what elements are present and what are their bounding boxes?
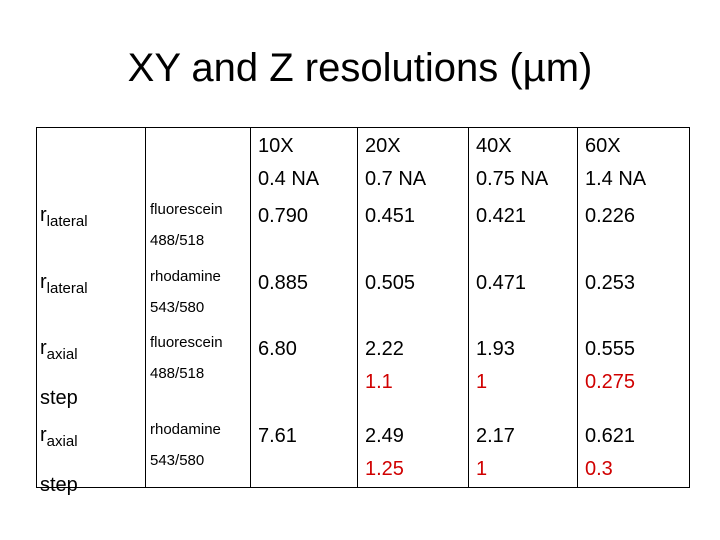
symbol: r <box>40 271 47 293</box>
table <box>36 127 690 488</box>
value: 0.555 <box>585 338 636 360</box>
header-text: 20X <box>365 135 401 157</box>
column-divider <box>145 127 146 488</box>
column-divider <box>250 127 251 488</box>
value: 0.253 <box>585 272 636 294</box>
value: 0.885 <box>258 272 309 294</box>
column-divider <box>577 127 578 488</box>
symbol: r <box>40 424 47 446</box>
value: 0.790 <box>258 205 309 227</box>
subscript: lateral <box>46 280 88 297</box>
value: 0.226 <box>585 205 636 227</box>
dye: rhodamine <box>150 421 221 438</box>
subscript: axial <box>46 433 78 450</box>
value: 1.93 <box>476 338 515 360</box>
symbol: r <box>40 204 47 226</box>
value: 0.421 <box>476 205 527 227</box>
value: 0.471 <box>476 272 527 294</box>
row-label: rlateral <box>40 203 88 234</box>
value: 6.80 <box>258 338 297 360</box>
row-label-line: step <box>40 387 78 409</box>
step-value: 1.25 <box>365 458 404 480</box>
dye: fluorescein <box>150 201 223 218</box>
value: 0.505 <box>365 272 416 294</box>
value: 0.621 <box>585 425 636 447</box>
header-text: 0.7 NA <box>365 168 427 190</box>
dye: 488/518 <box>150 365 205 382</box>
header-text: 0.4 NA <box>258 168 320 190</box>
dye: fluorescein <box>150 334 223 351</box>
subscript: axial <box>46 346 78 363</box>
step-value: 0.275 <box>585 371 636 393</box>
header-text: 40X <box>476 135 512 157</box>
step-value: 0.3 <box>585 458 613 480</box>
subscript: lateral <box>46 213 88 230</box>
step-value: 1 <box>476 371 488 393</box>
value: 2.22 <box>365 338 404 360</box>
dye: 488/518 <box>150 232 205 249</box>
header-text: 60X <box>585 135 621 157</box>
value: 2.17 <box>476 425 515 447</box>
column-divider <box>468 127 469 488</box>
value: 2.49 <box>365 425 404 447</box>
step-value: 1 <box>476 458 488 480</box>
header-text: 1.4 NA <box>585 168 647 190</box>
header-text: 0.75 NA <box>476 168 549 190</box>
dye: 543/580 <box>150 452 205 469</box>
row-label: raxial <box>40 423 78 454</box>
header-text: 10X <box>258 135 294 157</box>
value: 0.451 <box>365 205 416 227</box>
dye: rhodamine <box>150 268 221 285</box>
symbol: r <box>40 337 47 359</box>
value: 7.61 <box>258 425 297 447</box>
step-value: 1.1 <box>365 371 393 393</box>
column-divider <box>357 127 358 488</box>
slide-title: XY and Z resolutions (µm) <box>127 46 593 90</box>
dye: 543/580 <box>150 299 205 316</box>
row-label-line: step <box>40 474 78 496</box>
row-label: rlateral <box>40 270 88 301</box>
row-label: raxial <box>40 336 78 367</box>
